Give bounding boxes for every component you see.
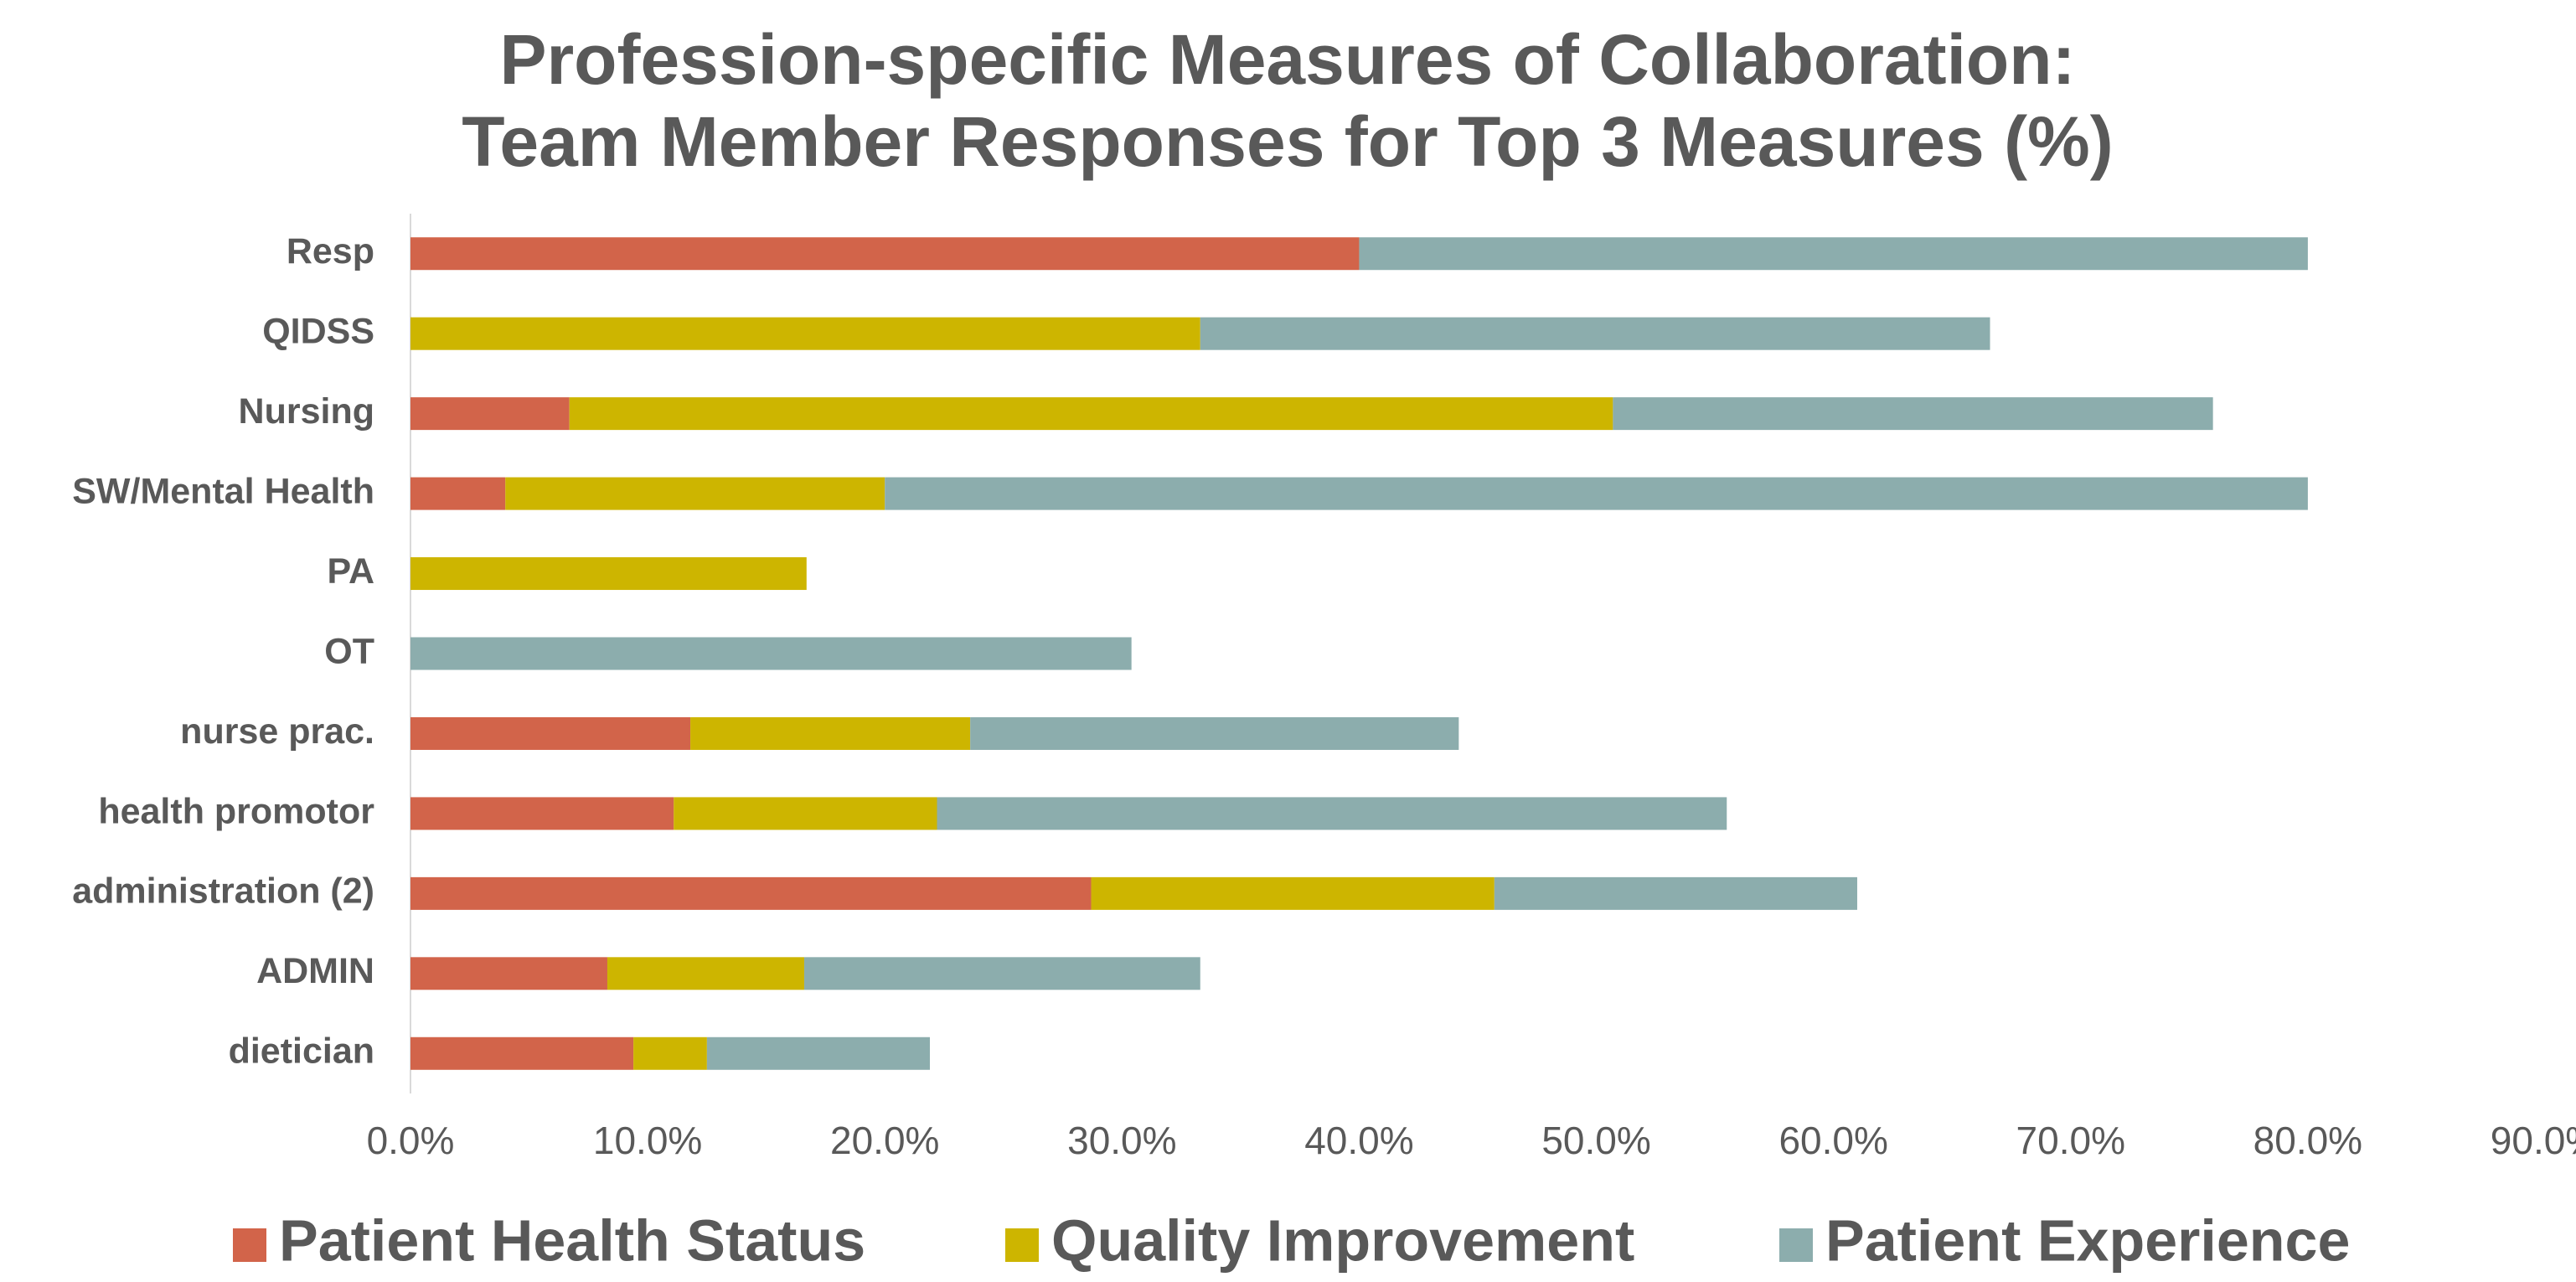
bar-segment <box>410 797 674 830</box>
legend-swatch <box>233 1228 266 1262</box>
y-tick-label: Resp <box>287 231 374 271</box>
y-tick-label: nurse prac. <box>180 711 374 752</box>
x-tick-label: 70.0% <box>2016 1119 2125 1162</box>
bar-segment <box>410 477 506 510</box>
y-tick-label: Nursing <box>239 391 374 432</box>
y-tick-label: OT <box>324 631 374 671</box>
x-tick-label: 80.0% <box>2253 1119 2362 1162</box>
legend-label: Patient Experience <box>1825 1207 2350 1273</box>
bar-segment <box>674 797 937 830</box>
bar-segment <box>569 397 1613 431</box>
bar-segment <box>410 317 1200 350</box>
bar-segment <box>1494 876 1857 910</box>
x-tick-label: 20.0% <box>830 1119 939 1162</box>
bar-segment <box>410 237 1360 271</box>
bar-segment <box>505 477 885 510</box>
x-tick-label: 10.0% <box>593 1119 702 1162</box>
bar-segment <box>410 957 607 990</box>
chart-title: Team Member Responses for Top 3 Measures… <box>462 102 2113 181</box>
bar-segment <box>633 1036 707 1070</box>
y-tick-label: health promotor <box>98 791 374 831</box>
x-tick-label: 50.0% <box>1541 1119 1650 1162</box>
bar-segment <box>410 1036 634 1070</box>
bar-segment <box>410 716 691 750</box>
legend-swatch <box>1779 1228 1813 1262</box>
y-tick-label: ADMIN <box>256 951 374 991</box>
x-tick-label: 40.0% <box>1304 1119 1413 1162</box>
bar-segment <box>410 557 807 591</box>
y-tick-label: QIDSS <box>262 312 374 352</box>
bar-segment <box>690 716 971 750</box>
bar-segment <box>410 637 1132 670</box>
bar-segment <box>1359 237 2308 271</box>
x-tick-label: 90.0% <box>2491 1119 2576 1162</box>
bar-segment <box>410 397 570 431</box>
bar-segment <box>1200 317 1990 350</box>
x-tick-label: 30.0% <box>1067 1119 1176 1162</box>
bar-segment <box>607 957 804 990</box>
y-tick-label: administration (2) <box>72 871 374 912</box>
bar-segment <box>1091 876 1494 910</box>
legend-label: Quality Improvement <box>1051 1207 1634 1273</box>
x-tick-label: 60.0% <box>1778 1119 1887 1162</box>
bar-segment <box>410 876 1092 910</box>
legend-label: Patient Health Status <box>279 1207 865 1273</box>
legend-swatch <box>1005 1228 1039 1262</box>
bar-segment <box>803 957 1200 990</box>
chart-title: Profession-specific Measures of Collabor… <box>499 20 2075 99</box>
x-tick-label: 0.0% <box>367 1119 455 1162</box>
bar-segment <box>706 1036 931 1070</box>
y-tick-label: dietician <box>229 1031 374 1072</box>
bar-segment <box>937 797 1727 830</box>
bar-segment <box>970 716 1459 750</box>
y-tick-label: SW/Mental Health <box>72 471 374 511</box>
bar-segment <box>1613 397 2213 431</box>
bar-segment <box>885 477 2308 510</box>
y-tick-label: PA <box>327 551 374 592</box>
